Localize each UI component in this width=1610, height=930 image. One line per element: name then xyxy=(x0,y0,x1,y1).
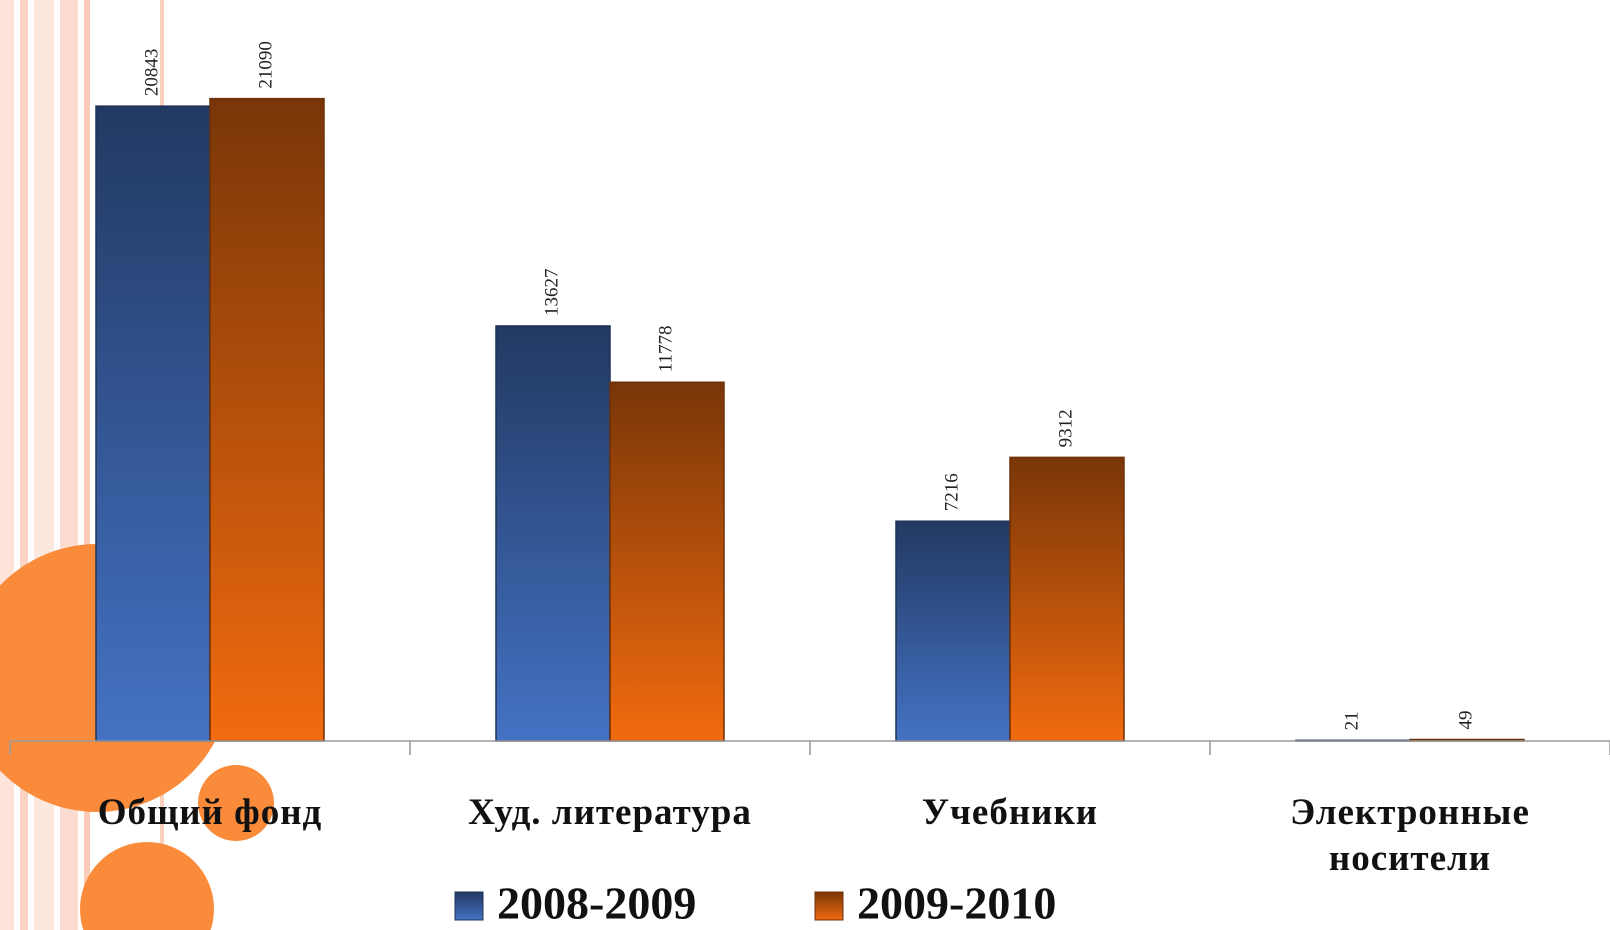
value-label: 9312 xyxy=(1055,409,1076,447)
value-label: 7216 xyxy=(941,473,962,511)
legend-label: 2009-2010 xyxy=(857,878,1056,929)
x-tick-label: Учебники xyxy=(921,792,1099,833)
bar xyxy=(895,520,1011,742)
legend-label: 2008-2009 xyxy=(497,878,696,929)
legend-swatch xyxy=(814,891,844,921)
x-tick-label: Общий фонд xyxy=(97,792,323,833)
bar xyxy=(495,325,611,742)
x-tick-label: Худ. литература xyxy=(468,792,752,833)
bar xyxy=(209,97,325,742)
legend-swatch xyxy=(454,891,484,921)
x-tick-label: Электронные носители xyxy=(1290,792,1530,879)
value-label: 21 xyxy=(1341,711,1362,730)
bar xyxy=(609,381,725,742)
value-label: 13627 xyxy=(541,268,562,316)
value-label: 11778 xyxy=(655,325,676,372)
value-label: 21090 xyxy=(255,41,276,89)
value-label: 20843 xyxy=(141,49,162,97)
value-label: 49 xyxy=(1455,711,1476,730)
bar xyxy=(95,105,211,742)
bar xyxy=(1009,456,1125,742)
